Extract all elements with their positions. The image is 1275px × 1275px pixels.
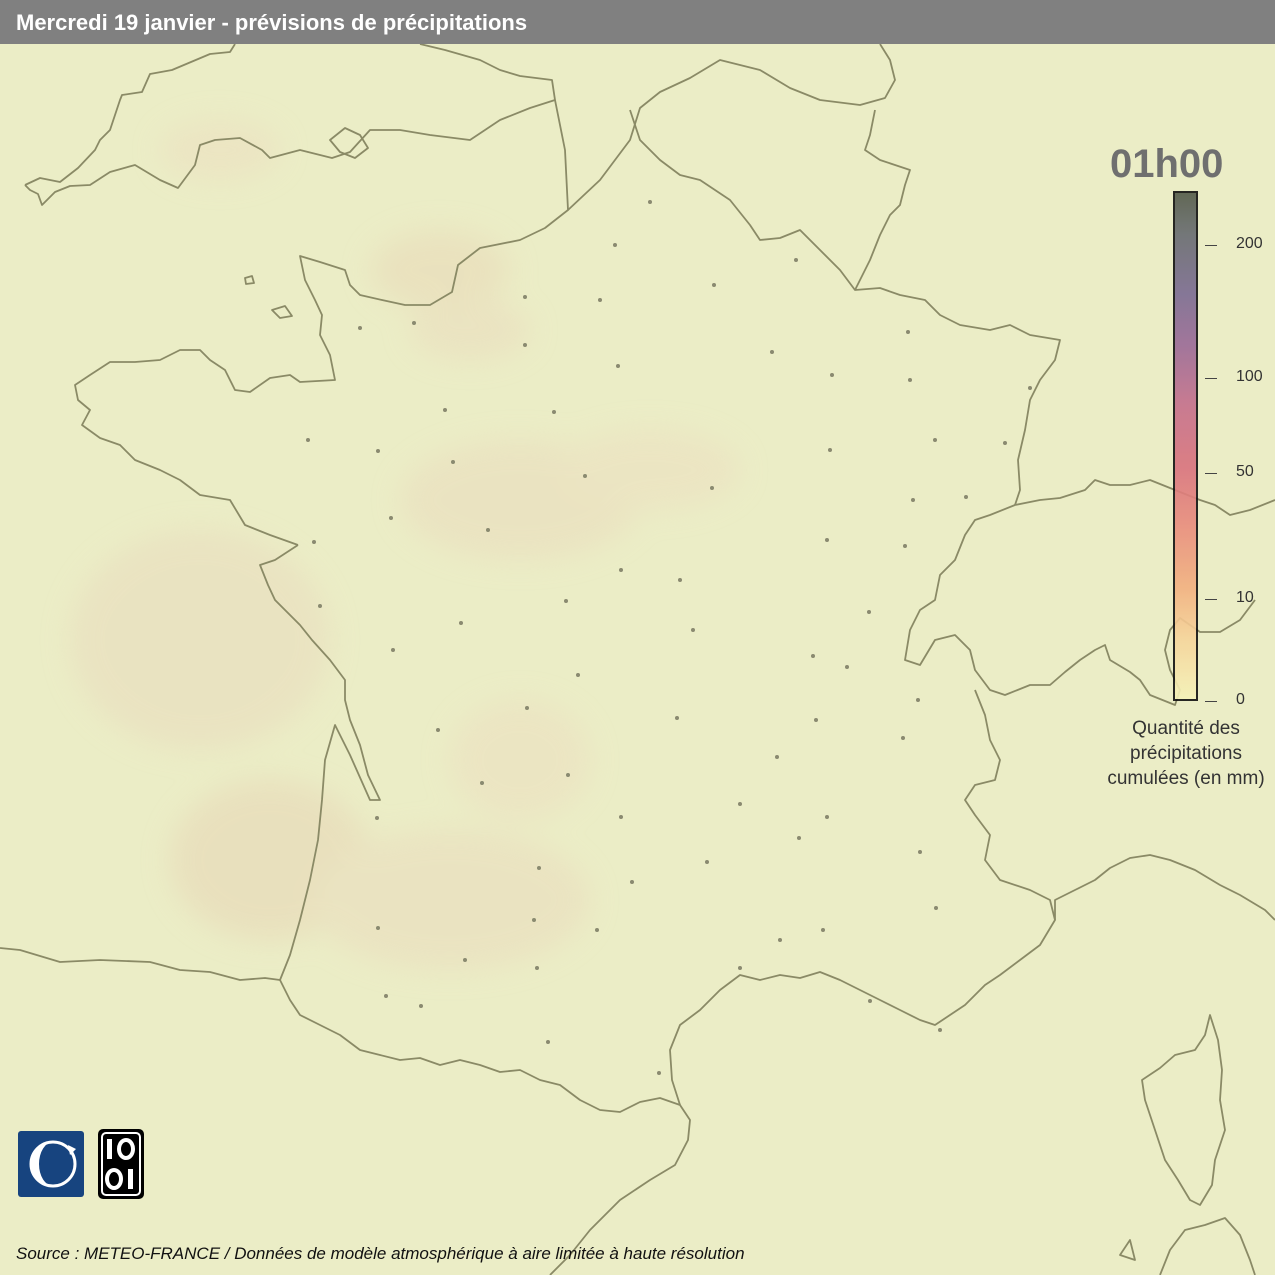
forecast-time: 01h00 [1110,142,1224,186]
legend-tick-label: 0 [1236,691,1245,708]
page-title: Mercredi 19 janvier - prévisions de préc… [16,10,528,35]
legend-title-line: cumulées (en mm) [1107,768,1265,789]
coastlines-and-borders [0,44,1275,1275]
relief-haze [70,120,740,970]
opendata-logo-icon [98,1129,144,1199]
legend-tick-mark [1205,599,1217,600]
precipitation-color-scale [1173,191,1198,701]
legend-tick-label: 50 [1236,463,1254,480]
city-dots [306,200,1032,1075]
legend-tick-mark [1205,473,1217,474]
legend-tick-mark [1205,245,1217,246]
source-credit: Source : METEO-FRANCE / Données de modèl… [16,1244,745,1263]
legend-tick-mark [1205,378,1217,379]
legend-title-line: Quantité des [1132,718,1240,739]
meteo-france-logo-icon [18,1131,84,1197]
legend-tick-mark [1205,701,1217,702]
legend-tick-label: 100 [1236,368,1263,385]
precipitation-map[interactable]: 01h00 [0,44,1275,1275]
legend-tick-label: 10 [1236,589,1254,606]
title-bar: Mercredi 19 janvier - prévisions de préc… [0,0,1275,44]
map-svg [0,44,1275,1275]
legend-tick-label: 200 [1236,235,1263,252]
legend-title: Quantité des précipitations cumulées (en… [1096,716,1275,791]
legend-title-line: précipitations [1130,743,1242,764]
